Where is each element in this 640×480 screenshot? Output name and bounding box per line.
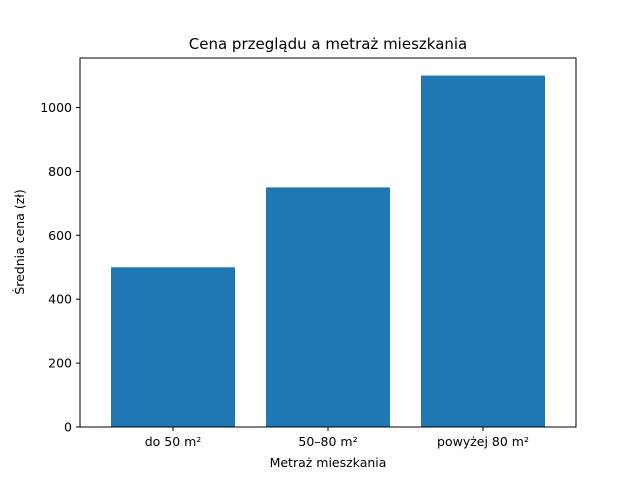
bars-group xyxy=(111,75,545,428)
y-axis: 0 200 400 600 800 1000 xyxy=(40,100,80,435)
x-tick-label: powyżej 80 m² xyxy=(437,434,529,449)
x-axis: do 50 m² 50–80 m² powyżej 80 m² xyxy=(145,427,529,449)
bar xyxy=(266,187,390,427)
x-tick-label: do 50 m² xyxy=(145,434,202,449)
chart-title: Cena przeglądu a metraż mieszkania xyxy=(189,35,468,53)
y-tick-label: 1000 xyxy=(40,100,72,115)
x-tick-label: 50–80 m² xyxy=(298,434,357,449)
y-tick-label: 600 xyxy=(48,228,72,243)
y-tick-label: 0 xyxy=(64,420,72,435)
bar xyxy=(421,75,545,428)
x-axis-label: Metraż mieszkania xyxy=(270,455,387,470)
y-axis-label: Średnia cena (zł) xyxy=(12,189,27,294)
y-tick-label: 200 xyxy=(48,356,72,371)
y-tick-label: 400 xyxy=(48,292,72,307)
bar xyxy=(111,267,235,427)
y-tick-label: 800 xyxy=(48,164,72,179)
